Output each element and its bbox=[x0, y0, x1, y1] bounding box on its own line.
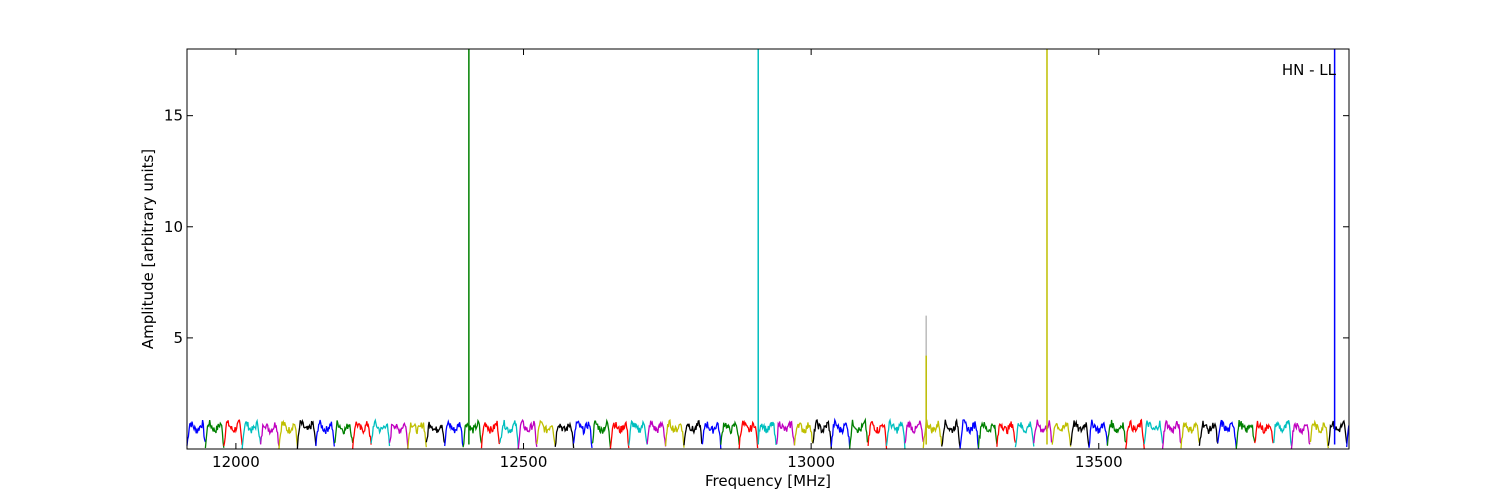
y-tick-label: 10 bbox=[164, 218, 183, 236]
channel-segment bbox=[259, 422, 280, 447]
channel-segment bbox=[885, 417, 906, 449]
channel-segment bbox=[701, 421, 722, 449]
channel-segment bbox=[1051, 421, 1072, 447]
channel-segment bbox=[572, 420, 593, 448]
channel-segment bbox=[1033, 419, 1053, 444]
channel-segment bbox=[1180, 421, 1201, 449]
channel-segment bbox=[977, 421, 998, 448]
y-tick-label: 5 bbox=[173, 329, 183, 347]
channel-segment bbox=[388, 422, 409, 449]
channel-segment bbox=[849, 417, 869, 449]
series-layer bbox=[186, 417, 1350, 449]
x-tick-label: 13500 bbox=[1075, 453, 1123, 471]
channel-segment bbox=[1106, 419, 1127, 446]
channel-segment bbox=[1125, 418, 1145, 449]
channel-segment bbox=[609, 420, 630, 449]
channel-segment bbox=[959, 419, 980, 449]
channel-segment bbox=[1327, 419, 1348, 446]
channel-segment bbox=[315, 419, 335, 447]
channel-segment bbox=[536, 419, 556, 446]
plot-frame bbox=[186, 48, 1350, 450]
channel-segment bbox=[517, 418, 538, 449]
y-tick-label: 15 bbox=[164, 107, 183, 125]
channel-segment bbox=[1143, 420, 1164, 445]
channel-segment bbox=[996, 421, 1017, 447]
x-tick-label: 12500 bbox=[500, 453, 548, 471]
channel-segment bbox=[738, 419, 759, 449]
channel-segment bbox=[462, 418, 483, 448]
channel-segment bbox=[407, 422, 427, 449]
y-axis-label: Amplitude [arbitrary units] bbox=[139, 149, 157, 349]
channel-segment bbox=[1217, 419, 1237, 448]
channel-segment bbox=[480, 420, 501, 449]
channel-segment bbox=[591, 418, 612, 448]
spike-layer bbox=[468, 49, 1336, 445]
channel-segment bbox=[830, 417, 851, 448]
channel-segment bbox=[204, 420, 225, 449]
channel-segment bbox=[775, 420, 796, 446]
channel-segment bbox=[223, 419, 243, 447]
channel-segment bbox=[425, 421, 446, 444]
channel-segment bbox=[628, 419, 648, 446]
channel-segment bbox=[793, 422, 814, 446]
channel-segment bbox=[444, 419, 464, 447]
channel-segment bbox=[720, 420, 740, 445]
channel-segment bbox=[664, 418, 685, 448]
channel-segment bbox=[186, 419, 207, 446]
channel-segment bbox=[812, 419, 832, 449]
channel-segment bbox=[1254, 420, 1274, 444]
annotation-label: HN - LL bbox=[1282, 61, 1337, 79]
channel-segment bbox=[241, 418, 262, 449]
channel-segment bbox=[1161, 419, 1182, 449]
channel-segment bbox=[1069, 419, 1090, 448]
channel-segment bbox=[1290, 421, 1311, 449]
tick-layer: 12000 12500 13000 13500 5 10 15 bbox=[164, 49, 1349, 471]
channel-segment bbox=[499, 419, 519, 449]
channel-segment bbox=[333, 420, 354, 444]
channel-segment bbox=[867, 421, 888, 449]
channel-segment bbox=[1309, 419, 1329, 449]
channel-segment bbox=[352, 421, 372, 449]
x-tick-label: 12000 bbox=[212, 453, 260, 471]
x-axis-label: Frequency [MHz] bbox=[705, 472, 831, 490]
channel-segment bbox=[1014, 421, 1035, 448]
channel-segment bbox=[904, 420, 924, 444]
channel-segment bbox=[1088, 419, 1109, 448]
channel-segment bbox=[554, 421, 575, 449]
channel-segment bbox=[646, 420, 667, 447]
channel-segment bbox=[941, 418, 961, 449]
x-tick-label: 13000 bbox=[787, 453, 835, 471]
channel-segment bbox=[683, 419, 703, 446]
channel-segment bbox=[1198, 420, 1219, 446]
channel-segment bbox=[278, 419, 299, 449]
channel-segment bbox=[757, 421, 777, 446]
channel-segment bbox=[296, 418, 317, 449]
channel-segment bbox=[1273, 420, 1293, 447]
channel-segment bbox=[1346, 425, 1350, 448]
plot-background bbox=[187, 49, 1349, 449]
channel-segment bbox=[1235, 420, 1256, 449]
channel-segment bbox=[370, 418, 391, 447]
